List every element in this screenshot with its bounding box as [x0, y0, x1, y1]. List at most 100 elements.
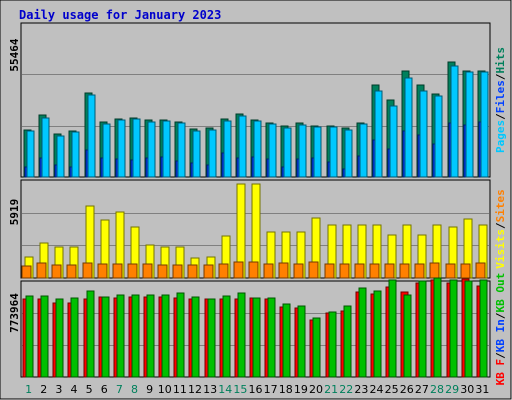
bar-sites	[429, 262, 440, 279]
bar-kb-out	[418, 280, 427, 378]
bar-pages	[147, 121, 156, 178]
bar-kb-out	[116, 294, 125, 378]
legend-item: Visits	[494, 229, 507, 269]
day-label: 28	[430, 383, 444, 396]
day-label: 9	[146, 383, 153, 396]
bar-sites	[399, 263, 410, 279]
bar-kb-out	[25, 295, 34, 378]
day-label: 1	[25, 383, 32, 396]
max-value-label: 55464	[8, 38, 21, 71]
bar-sites	[278, 262, 289, 279]
day-label: 17	[264, 383, 278, 396]
bar-pages	[404, 77, 413, 178]
legend-item: Sites	[494, 189, 507, 222]
bar-pages	[450, 65, 459, 178]
bar-pages	[56, 135, 65, 178]
bar-pages	[71, 131, 80, 178]
bar-pages	[344, 129, 353, 178]
bar-kb-out	[70, 297, 79, 378]
bar-pages	[208, 129, 217, 178]
bar-sites	[248, 261, 259, 279]
day-label: 22	[339, 383, 353, 396]
bar-sites	[203, 264, 214, 279]
bar-kb-out	[237, 292, 246, 378]
legend-item: Pages	[494, 120, 507, 153]
bar-kb-out	[161, 294, 170, 378]
day-label: 16	[249, 383, 263, 396]
legend-item: Hits	[494, 47, 507, 74]
legend-item: KB Out	[494, 273, 507, 313]
bar-kb-out	[312, 317, 321, 378]
bar-pages	[389, 105, 398, 178]
bar-kb-out	[101, 296, 110, 378]
bar-pages	[480, 71, 489, 178]
bar-pages	[419, 90, 428, 178]
day-label: 26	[400, 383, 414, 396]
day-label: 20	[309, 383, 323, 396]
bar-pages	[298, 124, 307, 178]
bar-kb-out	[55, 298, 64, 378]
bar-kb-out	[433, 277, 442, 378]
bar-sites	[97, 263, 108, 279]
legend-separator: /	[494, 73, 507, 80]
day-label: 10	[158, 383, 172, 396]
panel-visits-sites: 5919 Visits/Sites	[8, 179, 507, 279]
bar-sites	[308, 261, 319, 279]
bar-sites	[82, 262, 93, 279]
bar-sites	[324, 263, 335, 279]
bar-pages	[87, 94, 96, 178]
bar-sites	[339, 263, 350, 279]
bar-pages	[177, 122, 186, 178]
max-value-label: 5919	[8, 199, 21, 226]
bar-kb-out	[191, 296, 200, 378]
bar-sites	[263, 263, 274, 279]
bar-kb-out	[358, 287, 367, 378]
bar-kb-out	[252, 297, 261, 378]
bar-sites	[414, 263, 425, 279]
bar-sites	[233, 261, 244, 279]
bar-kb-out	[479, 279, 488, 378]
bar-pages	[192, 130, 201, 178]
bar-pages	[329, 126, 338, 178]
bar-kb-out	[297, 305, 306, 378]
bar-pages	[117, 119, 126, 178]
bar-kb-out	[222, 295, 231, 378]
bar-pages	[253, 120, 262, 178]
bar-kb-out	[40, 295, 49, 378]
legend-separator: /	[494, 222, 507, 229]
day-label: 7	[116, 383, 123, 396]
bar-sites	[157, 264, 168, 279]
bar-sites	[112, 263, 123, 279]
bar-kb-out	[388, 279, 397, 378]
day-label: 30	[460, 383, 474, 396]
day-label: 2	[40, 383, 47, 396]
bar-kb-out	[267, 297, 276, 378]
bar-sites	[445, 263, 456, 279]
chart-title: Daily usage for January 2023	[19, 8, 221, 22]
legend: Pages/Files/Hits	[494, 47, 507, 153]
bar-kb-out	[373, 290, 382, 378]
day-label: 18	[279, 383, 293, 396]
bar-sites	[369, 263, 380, 279]
bar-kb-out	[449, 279, 458, 378]
bar-sites	[187, 264, 198, 279]
legend-item: KB F	[494, 359, 507, 386]
day-label: 25	[385, 383, 399, 396]
max-value-label: 773964	[8, 293, 21, 333]
day-label: 15	[233, 383, 247, 396]
day-label: 11	[173, 383, 187, 396]
bar-pages	[102, 123, 111, 178]
bar-sites	[51, 264, 62, 279]
bar-pages	[283, 127, 292, 178]
day-axis-labels: 1 2 3 4 5 6 7 8 9 10 11 12 13 14 15 16 17 18 19 20 21 22 23 24 2…	[25, 383, 489, 396]
legend-item: Files	[494, 80, 507, 113]
bar-pages	[223, 120, 232, 178]
bar-kb-out	[328, 311, 337, 378]
day-label: 3	[55, 383, 62, 396]
bar-pages	[465, 71, 474, 178]
bar-kb-out	[176, 292, 185, 378]
bar-pages	[41, 117, 50, 178]
legend-separator: /	[494, 113, 507, 120]
